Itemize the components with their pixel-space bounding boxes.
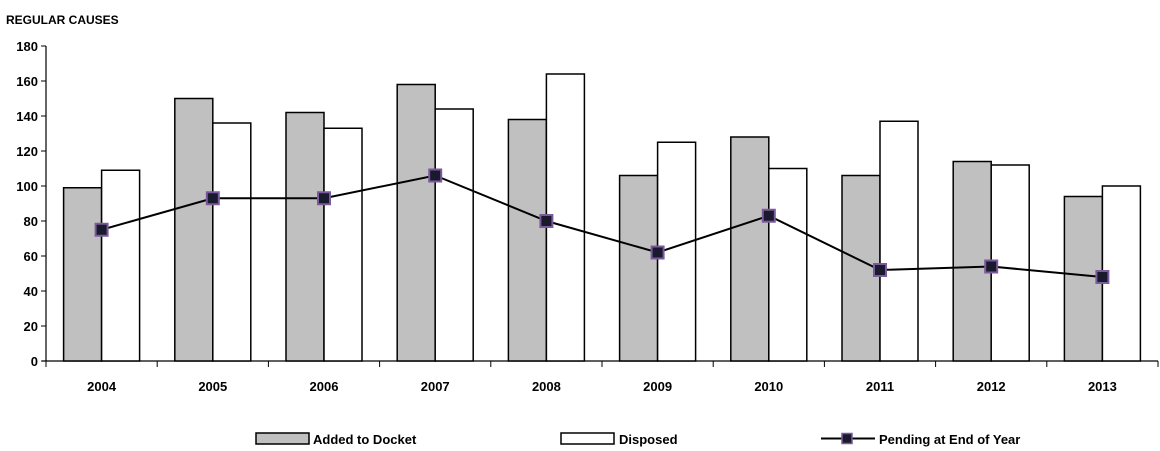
pending-point bbox=[650, 245, 665, 260]
pending-point bbox=[94, 222, 109, 237]
chart-legend: Added to Docket Disposed Pending at End … bbox=[255, 432, 1020, 447]
pending-point bbox=[761, 208, 776, 223]
legend-label-disposed: Disposed bbox=[619, 432, 678, 447]
bar-added-to-docket bbox=[285, 111, 325, 362]
pending-point bbox=[1095, 270, 1110, 284]
bar-added-to-docket bbox=[507, 118, 548, 362]
pending-line bbox=[101, 174, 1103, 278]
bar-added-to-docket bbox=[618, 174, 659, 362]
bar-added-to-docket bbox=[952, 160, 992, 362]
x-tick-label: 2007 bbox=[421, 379, 450, 394]
y-tick-label: 80 bbox=[24, 214, 38, 229]
bar-added-to-docket bbox=[62, 187, 103, 362]
chart-bars bbox=[62, 73, 1142, 362]
legend-label-pending: Pending at End of Year bbox=[879, 432, 1020, 447]
bar-disposed bbox=[100, 169, 141, 362]
y-tick-label: 120 bbox=[16, 144, 38, 159]
x-tick-label: 2012 bbox=[977, 379, 1006, 394]
chart-axes: 0 20 40 60 80 100 120 140 160 180 2004 2005 2006 2007… bbox=[16, 39, 1159, 394]
x-tick-label: 2011 bbox=[866, 379, 894, 394]
pending-point bbox=[984, 259, 999, 274]
bar-added-to-docket bbox=[396, 83, 436, 362]
x-tick-label: 2008 bbox=[532, 379, 561, 394]
x-tick-label: 2009 bbox=[643, 379, 672, 394]
x-tick-label: 2006 bbox=[310, 379, 339, 394]
y-tick-label: 160 bbox=[16, 74, 38, 89]
bar-disposed bbox=[434, 108, 474, 362]
x-tick-label: 2010 bbox=[754, 379, 783, 394]
bar-disposed bbox=[879, 120, 919, 362]
pending-point bbox=[428, 168, 443, 183]
x-tick-label: 2013 bbox=[1088, 379, 1117, 394]
pending-point bbox=[539, 214, 554, 228]
bar-disposed bbox=[212, 122, 252, 362]
y-tick-label: 60 bbox=[24, 249, 38, 264]
y-tick-label: 100 bbox=[16, 179, 38, 194]
bar-added-to-docket bbox=[730, 136, 770, 362]
bar-added-to-docket bbox=[174, 97, 214, 362]
chart-line bbox=[94, 168, 1110, 284]
y-tick-label: 140 bbox=[16, 109, 38, 124]
pending-point bbox=[873, 263, 887, 277]
legend-swatch-added bbox=[255, 432, 310, 445]
x-tick-label: 2005 bbox=[198, 379, 227, 394]
chart-title: REGULAR CAUSES bbox=[6, 13, 119, 27]
pending-point bbox=[205, 191, 220, 206]
y-tick-label: 180 bbox=[16, 39, 38, 54]
pending-point bbox=[317, 191, 331, 206]
bar-disposed bbox=[323, 127, 363, 362]
y-tick-label: 20 bbox=[24, 319, 38, 334]
y-tick-label: 40 bbox=[24, 284, 38, 299]
bar-disposed bbox=[768, 167, 808, 362]
y-tick-label: 0 bbox=[31, 354, 38, 369]
legend-swatch-disposed bbox=[560, 432, 615, 445]
x-tick-label: 2004 bbox=[87, 379, 117, 394]
legend-label-added: Added to Docket bbox=[313, 432, 417, 447]
legend-swatch-pending-marker bbox=[841, 432, 853, 445]
